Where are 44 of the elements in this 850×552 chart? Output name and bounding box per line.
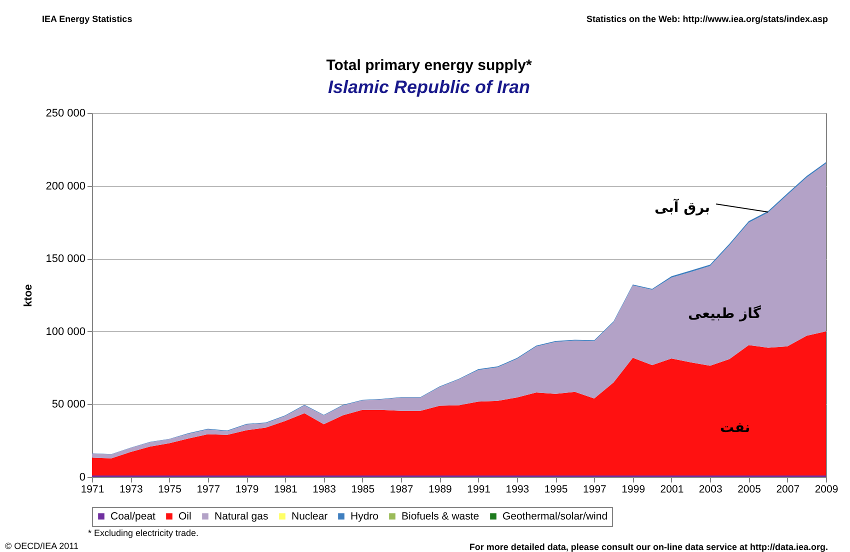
legend-label: Hydro bbox=[350, 510, 379, 522]
x-tick-label: 1983 bbox=[312, 484, 336, 496]
x-tick-label: 1975 bbox=[158, 484, 182, 496]
legend-label: Nuclear bbox=[292, 510, 328, 522]
x-tick-label: 1997 bbox=[583, 484, 607, 496]
y-tick-label: 100 000 bbox=[46, 326, 86, 338]
legend-label: Geothermal/solar/wind bbox=[502, 510, 608, 522]
legend-label: Coal/peat bbox=[110, 510, 156, 522]
chart-subtitle: Islamic Republic of Iran bbox=[328, 77, 530, 97]
x-tick-label: 1981 bbox=[274, 484, 298, 496]
text: For more detailed data, please consult our on-line data service at http://data.iea.org. bbox=[469, 542, 828, 552]
legend-label: Natural gas bbox=[214, 510, 268, 522]
text: Statistics on the Web: http://www.iea.org/stats/index.asp bbox=[586, 14, 828, 24]
chart-title: Total primary energy supply* bbox=[326, 57, 532, 74]
x-tick-label: 1995 bbox=[544, 484, 568, 496]
y-tick-label: 250 000 bbox=[46, 108, 86, 120]
text: © OECD/IEA 2011 bbox=[5, 541, 78, 551]
legend-label: Oil bbox=[178, 510, 192, 522]
x-tick-label: 1993 bbox=[506, 484, 530, 496]
y-tick-label: 50 000 bbox=[52, 398, 86, 411]
text: IEA Energy Statistics bbox=[42, 14, 132, 24]
x-tick-label: 1985 bbox=[351, 484, 375, 496]
x-tick-label: 2003 bbox=[698, 484, 722, 496]
x-tick-label: 1973 bbox=[119, 484, 143, 496]
legend-label: Biofuels & waste bbox=[402, 510, 480, 522]
x-tick-label: 2005 bbox=[738, 484, 762, 496]
x-tick-label: 1979 bbox=[235, 484, 259, 496]
text: * Excluding electricity trade. bbox=[88, 528, 199, 538]
x-tick-label: 1977 bbox=[196, 484, 220, 496]
y-axis-title: ktoe bbox=[22, 284, 35, 307]
x-tick-label: 1991 bbox=[467, 484, 491, 496]
x-tick-label: 1971 bbox=[80, 484, 104, 496]
annotation: گاز طبیعی bbox=[688, 306, 762, 322]
x-tick-label: 2001 bbox=[660, 484, 684, 496]
y-tick-label: 150 000 bbox=[46, 253, 86, 266]
annotation: نفت bbox=[720, 420, 750, 436]
x-tick-label: 2007 bbox=[776, 484, 800, 496]
x-tick-label: 1989 bbox=[428, 484, 452, 496]
x-tick-label: 1987 bbox=[390, 484, 414, 496]
annotation: برق آبی bbox=[654, 198, 710, 216]
x-tick-label: 1999 bbox=[622, 484, 646, 496]
x-tick-label: 2009 bbox=[814, 484, 838, 496]
y-tick-label: 0 bbox=[79, 472, 86, 484]
y-tick-label: 200 000 bbox=[46, 180, 86, 192]
